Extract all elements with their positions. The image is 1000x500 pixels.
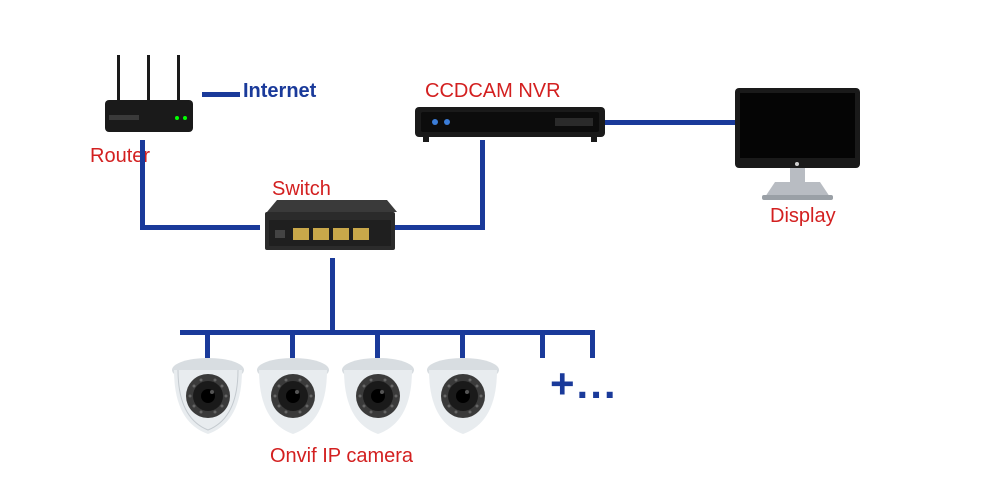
router-icon — [95, 55, 205, 145]
display-icon — [730, 85, 865, 205]
wire-switch-nvr-h — [395, 225, 480, 230]
switch-label: Switch — [272, 178, 331, 201]
wire-drop-6 — [590, 330, 595, 358]
camera-label: Onvif IP camera — [270, 445, 413, 468]
wire-switch-down — [330, 258, 335, 330]
wire-router-down — [140, 140, 145, 230]
camera-4-icon — [423, 352, 503, 442]
camera-3-icon — [338, 352, 418, 442]
camera-1-icon — [168, 352, 248, 442]
internet-label: Internet — [243, 80, 316, 103]
wire-router-internet — [202, 92, 240, 97]
wire-camera-bus — [180, 330, 595, 335]
wire-drop-5 — [540, 330, 545, 358]
display-label: Display — [770, 205, 836, 228]
ellipsis-label: +... — [550, 360, 618, 408]
camera-2-icon — [253, 352, 333, 442]
wire-router-switch — [140, 225, 260, 230]
nvr-label: CCDCAM NVR — [425, 80, 561, 103]
nvr-icon — [415, 105, 605, 145]
switch-icon — [255, 200, 400, 260]
wire-nvr-display — [605, 120, 735, 125]
wire-switch-nvr-v — [480, 140, 485, 230]
